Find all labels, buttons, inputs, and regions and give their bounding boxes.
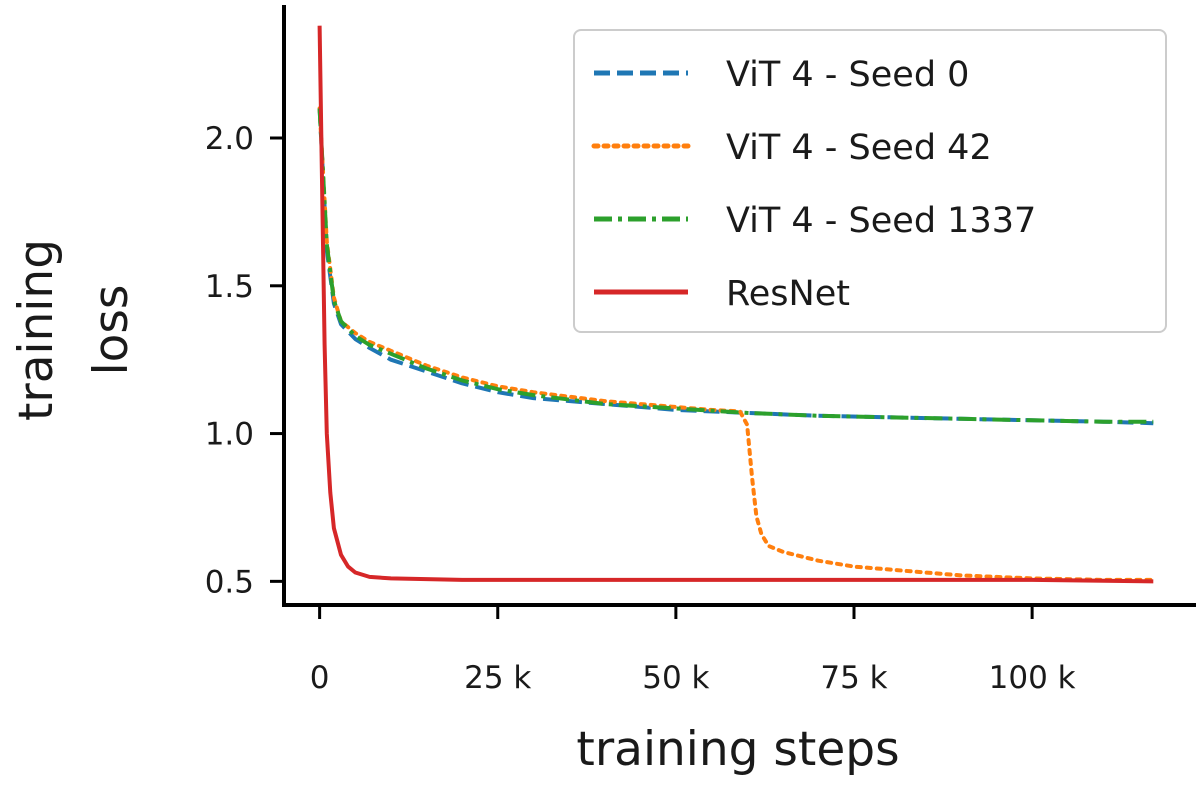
legend: ViT 4 - Seed 0 ViT 4 - Seed 42 ViT 4 - See… — [573, 29, 1167, 333]
legend-label-2: ViT 4 - Seed 1337 — [726, 201, 1036, 241]
y-axis-title-line-1: training — [9, 239, 64, 421]
y-tick-label-3: 2.0 — [205, 121, 254, 157]
x-tick-label-0: 0 — [310, 660, 330, 696]
plot-area — [317, 25, 1156, 584]
series-line-2 — [317, 108, 1154, 424]
legend-label-1: ViT 4 - Seed 42 — [726, 128, 992, 168]
legend-label-0: ViT 4 - Seed 0 — [726, 55, 969, 95]
series-line-1 — [317, 106, 1156, 582]
series-line-3 — [317, 25, 1154, 584]
x-axis-title: training steps — [576, 722, 899, 777]
x-axis-ticks: 0 25 k 50 k 75 k 100 k — [310, 605, 1076, 696]
y-tick-label-1: 1.0 — [205, 417, 254, 453]
x-tick-label-2: 50 k — [642, 660, 709, 696]
legend-box — [573, 29, 1167, 333]
x-tick-label-3: 75 k — [820, 660, 887, 696]
x-tick-label-4: 100 k — [989, 660, 1076, 696]
legend-label-3: ResNet — [726, 274, 850, 314]
x-tick-label-1: 25 k — [464, 660, 531, 696]
y-tick-label-2: 1.5 — [205, 269, 254, 305]
y-tick-label-0: 0.5 — [205, 564, 254, 600]
y-axis-ticks: 0.5 1.0 1.5 2.0 — [205, 121, 284, 600]
y-axis-title-line-2: loss — [84, 285, 139, 376]
